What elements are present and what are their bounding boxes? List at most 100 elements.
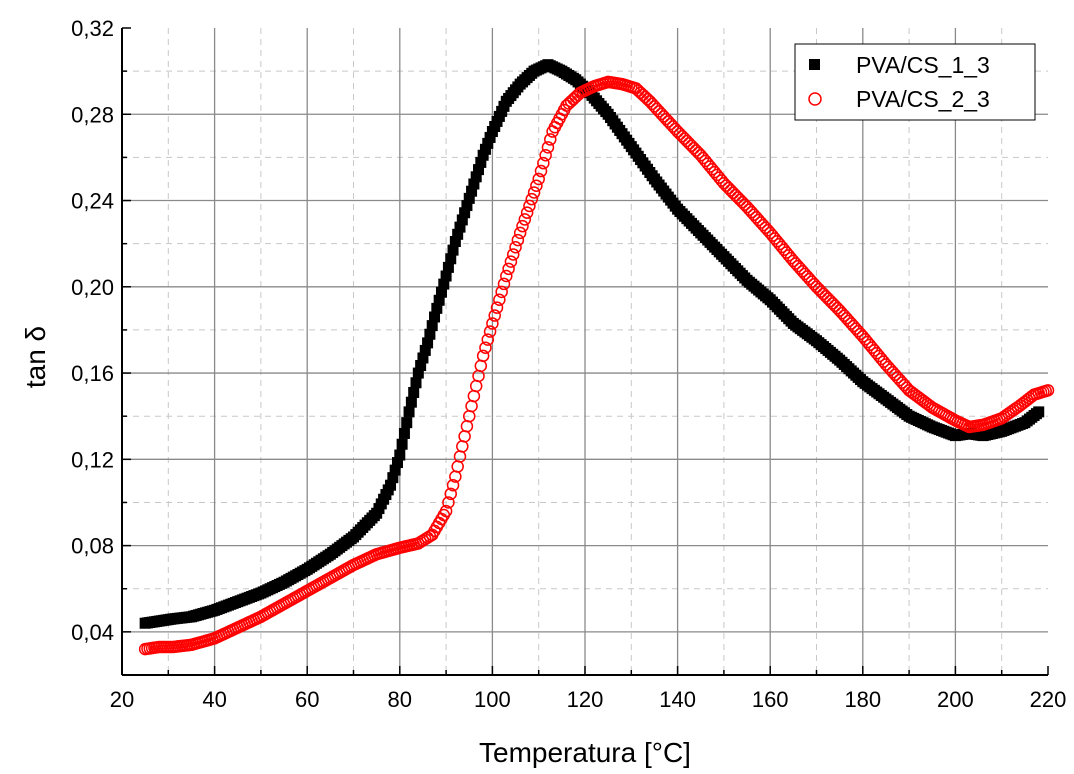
y-tick-label: 0,24 bbox=[71, 189, 114, 214]
data-point bbox=[426, 320, 438, 332]
data-point bbox=[513, 226, 527, 240]
data-point bbox=[532, 172, 545, 186]
data-point bbox=[391, 457, 403, 469]
data-point bbox=[438, 278, 450, 290]
x-tick-label: 200 bbox=[937, 687, 974, 712]
data-point bbox=[444, 487, 457, 501]
data-point bbox=[511, 233, 525, 247]
series-1 bbox=[139, 59, 1045, 629]
data-point bbox=[1033, 406, 1045, 418]
data-point bbox=[506, 248, 520, 261]
data-point bbox=[468, 178, 480, 190]
data-point bbox=[440, 270, 452, 282]
data-point bbox=[458, 430, 471, 443]
x-tick-label: 220 bbox=[1030, 687, 1067, 712]
data-point bbox=[477, 149, 489, 161]
data-point bbox=[509, 241, 522, 254]
y-tick-label: 0,16 bbox=[71, 361, 114, 386]
data-point bbox=[469, 379, 483, 393]
x-tick-label: 100 bbox=[474, 687, 511, 712]
data-point bbox=[452, 228, 464, 240]
data-point bbox=[445, 253, 457, 265]
data-point bbox=[460, 420, 474, 433]
data-point bbox=[456, 440, 469, 453]
data-point bbox=[497, 277, 511, 291]
y-tick-label: 0,28 bbox=[71, 102, 114, 127]
data-point bbox=[408, 386, 420, 398]
data-point bbox=[500, 269, 513, 283]
data-point bbox=[518, 213, 532, 226]
data-point bbox=[463, 192, 475, 204]
data-point bbox=[401, 417, 413, 429]
data-point bbox=[424, 328, 436, 340]
y-tick-label: 0,04 bbox=[71, 620, 114, 645]
data-point bbox=[385, 479, 397, 491]
legend-marker-pva-cs-2-3 bbox=[808, 92, 822, 106]
legend-label-pva-cs-1-3: PVA/CS_1_3 bbox=[856, 52, 990, 78]
data-point bbox=[442, 496, 455, 509]
data-point bbox=[484, 131, 496, 143]
data-point bbox=[523, 199, 536, 213]
data-point bbox=[435, 286, 447, 298]
data-point bbox=[493, 293, 506, 306]
data-point bbox=[482, 137, 494, 149]
y-tick-label: 0,12 bbox=[71, 447, 114, 472]
data-point bbox=[481, 333, 495, 346]
data-point bbox=[412, 367, 424, 379]
data-point bbox=[472, 369, 485, 383]
data-point bbox=[419, 344, 431, 356]
x-tick-label: 40 bbox=[202, 687, 226, 712]
x-tick-label: 180 bbox=[844, 687, 881, 712]
data-point bbox=[449, 236, 461, 248]
data-point bbox=[453, 450, 467, 463]
data-point bbox=[479, 341, 492, 354]
data-point bbox=[470, 171, 482, 183]
x-tick-label: 140 bbox=[659, 687, 696, 712]
y-tick-label: 0,32 bbox=[71, 16, 114, 41]
data-point bbox=[488, 309, 501, 322]
legend-marker-pva-cs-1-3 bbox=[809, 59, 820, 70]
x-tick-label: 120 bbox=[567, 687, 604, 712]
data-point bbox=[396, 438, 408, 450]
data-point bbox=[422, 337, 434, 349]
data-point bbox=[486, 317, 499, 330]
y-tick-label: 0,08 bbox=[71, 534, 114, 559]
data-point bbox=[495, 285, 508, 299]
x-tick-label: 160 bbox=[752, 687, 789, 712]
data-point bbox=[467, 389, 481, 403]
data-point bbox=[394, 449, 406, 461]
data-point bbox=[405, 396, 417, 408]
data-point bbox=[527, 186, 541, 199]
data-point bbox=[641, 92, 654, 106]
data-point bbox=[541, 141, 555, 154]
data-point bbox=[389, 464, 401, 476]
data-point bbox=[398, 427, 410, 439]
grid bbox=[122, 28, 1048, 675]
data-point bbox=[456, 214, 468, 226]
series-layer bbox=[138, 59, 1055, 656]
data-point bbox=[502, 262, 515, 276]
data-point bbox=[473, 164, 485, 176]
data-point bbox=[516, 219, 529, 233]
data-point bbox=[475, 156, 487, 168]
data-point bbox=[454, 221, 466, 233]
data-point bbox=[461, 200, 473, 212]
ticks: 20 40 60 80 100 120 140 160 180 200 220 0,04 0,08 0,1… bbox=[71, 16, 1066, 712]
data-point bbox=[429, 311, 441, 323]
x-tick-label: 60 bbox=[295, 687, 319, 712]
data-point bbox=[474, 359, 488, 373]
legend-label-pva-cs-2-3: PVA/CS_2_3 bbox=[856, 86, 990, 112]
x-axis-title: Temperatura [°C] bbox=[479, 737, 691, 768]
data-point bbox=[490, 301, 504, 314]
data-point bbox=[403, 406, 415, 418]
legend: PVA/CS_1_3 PVA/CS_2_3 bbox=[794, 43, 1036, 121]
data-point bbox=[446, 478, 460, 492]
data-point bbox=[525, 192, 539, 206]
data-point bbox=[479, 143, 491, 155]
data-point bbox=[433, 294, 445, 306]
data-point bbox=[439, 504, 453, 518]
data-point bbox=[387, 472, 399, 484]
data-point bbox=[451, 460, 464, 473]
data-point bbox=[410, 377, 422, 389]
